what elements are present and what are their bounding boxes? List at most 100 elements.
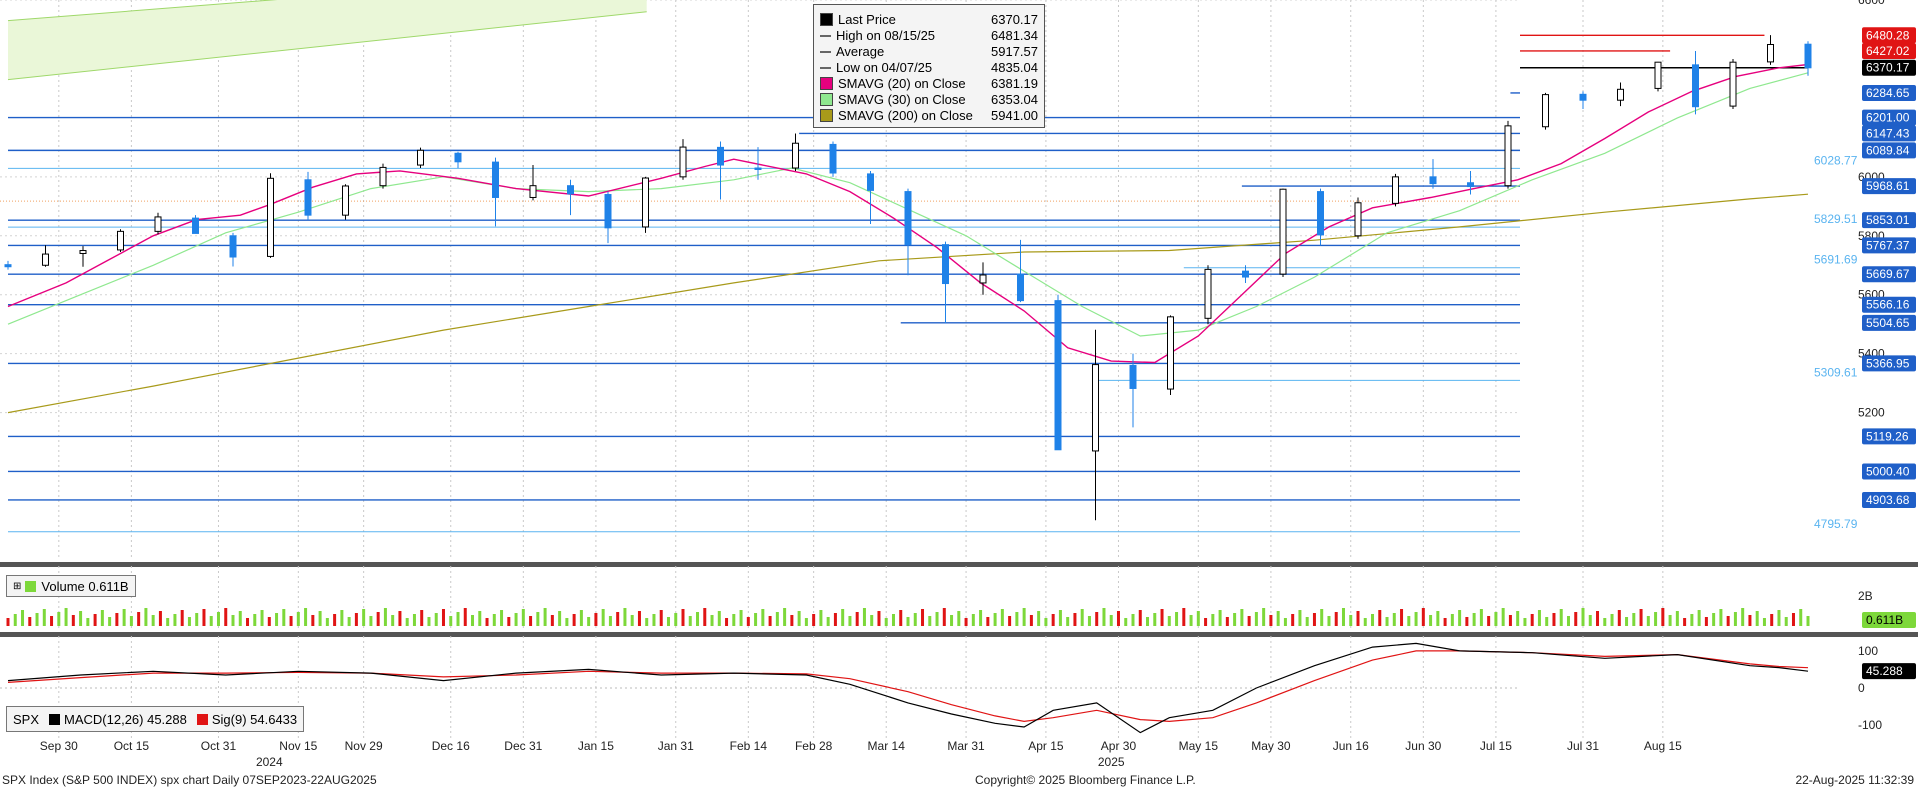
candle-body bbox=[754, 167, 762, 170]
volume-bar bbox=[826, 617, 830, 626]
volume-bar bbox=[129, 616, 133, 626]
volume-bar bbox=[768, 616, 772, 626]
x-tick-label: Jan 15 bbox=[578, 739, 614, 753]
level-label: 5119.26 bbox=[1866, 429, 1909, 443]
legend-swatch bbox=[820, 12, 833, 26]
x-tick-label: Jun 30 bbox=[1405, 739, 1441, 753]
volume-bar bbox=[1523, 618, 1527, 626]
volume-bar bbox=[1806, 616, 1810, 626]
volume-swatch bbox=[25, 580, 37, 592]
volume-bar bbox=[57, 612, 61, 626]
volume-bar bbox=[1146, 617, 1150, 626]
level-label: 5366.95 bbox=[1866, 356, 1910, 370]
volume-bar bbox=[260, 610, 264, 626]
volume-bar bbox=[1646, 616, 1650, 626]
volume-bar bbox=[1218, 610, 1222, 626]
macd-line bbox=[7, 642, 1809, 734]
volume-bar bbox=[1262, 608, 1266, 626]
level-box bbox=[1862, 27, 1916, 44]
candle-body bbox=[529, 185, 537, 198]
sma200-line bbox=[7, 193, 1809, 414]
volume-bar bbox=[311, 615, 315, 626]
level-label: 5669.67 bbox=[1866, 267, 1910, 281]
volume-bar bbox=[1182, 608, 1186, 626]
volume-bar bbox=[137, 612, 141, 626]
macd-label: MACD(12,26) 45.288 bbox=[64, 711, 187, 727]
volume-bar bbox=[463, 608, 467, 626]
level-label: 5767.37 bbox=[1866, 238, 1910, 252]
volume-bar bbox=[783, 608, 787, 626]
volume-bar bbox=[1341, 608, 1345, 626]
volume-tick-label: 2B bbox=[1858, 589, 1873, 603]
volume-bar bbox=[1087, 616, 1091, 626]
volume-bar bbox=[325, 618, 329, 626]
volume-bar bbox=[1516, 611, 1520, 626]
volume-bar bbox=[1138, 610, 1142, 626]
volume-bar bbox=[659, 610, 663, 626]
volume-bar bbox=[696, 612, 700, 626]
level-box bbox=[1862, 142, 1916, 159]
volume-bar bbox=[1791, 613, 1795, 626]
volume-bar bbox=[608, 616, 612, 626]
volume-bar bbox=[1559, 609, 1563, 626]
regression-channel-bottom bbox=[7, 11, 647, 81]
legend-label: Average bbox=[836, 43, 885, 59]
volume-bar bbox=[1378, 610, 1382, 626]
volume-bar bbox=[362, 609, 366, 626]
volume-bar bbox=[1385, 617, 1389, 626]
volume-bar bbox=[318, 611, 322, 626]
volume-bar bbox=[1095, 612, 1099, 626]
volume-bar bbox=[478, 611, 482, 626]
volume-bar bbox=[587, 617, 591, 626]
volume-bar bbox=[391, 615, 395, 626]
footer-center: Copyright© 2025 Bloomberg Finance L.P. bbox=[975, 773, 1196, 787]
volume-bar bbox=[529, 616, 533, 626]
level-box bbox=[1862, 237, 1916, 254]
volume-bar bbox=[449, 616, 453, 626]
volume-bar bbox=[6, 618, 10, 626]
volume-bar bbox=[1755, 611, 1759, 626]
candle-body bbox=[642, 177, 649, 228]
candle-body bbox=[417, 149, 424, 166]
x-tick-label: Jul 31 bbox=[1567, 739, 1599, 753]
volume-bar bbox=[1175, 612, 1179, 626]
volume-bar bbox=[1588, 615, 1592, 626]
level-box bbox=[1862, 463, 1916, 480]
volume-bar bbox=[492, 614, 496, 626]
legend-label: Low on 04/07/25 bbox=[836, 59, 933, 75]
x-tick-label: May 30 bbox=[1251, 739, 1291, 753]
volume-bar bbox=[1225, 617, 1229, 626]
candle-body bbox=[1092, 364, 1099, 452]
volume-bar bbox=[231, 615, 235, 626]
level-box bbox=[1862, 125, 1916, 142]
volume-bar bbox=[1581, 608, 1585, 626]
level-label: 4795.79 bbox=[1814, 517, 1858, 531]
candle-body bbox=[342, 185, 349, 216]
volume-bar bbox=[1073, 613, 1077, 626]
volume-bar bbox=[340, 610, 344, 626]
legend-value: 6481.34 bbox=[991, 27, 1038, 43]
volume-bar bbox=[122, 609, 126, 626]
volume-bar bbox=[674, 613, 678, 626]
volume-bar bbox=[1269, 615, 1273, 626]
volume-bar bbox=[1305, 617, 1309, 626]
volume-bar bbox=[1668, 615, 1672, 626]
volume-bar bbox=[572, 614, 576, 626]
level-box bbox=[1862, 314, 1916, 331]
volume-bar bbox=[521, 609, 525, 626]
x-tick-label: Nov 29 bbox=[345, 739, 383, 753]
volume-bar bbox=[1741, 608, 1745, 626]
volume-bar bbox=[688, 616, 692, 626]
legend-swatch bbox=[820, 67, 831, 69]
candle-body bbox=[1654, 61, 1662, 89]
candle-body bbox=[379, 166, 387, 187]
volume-bar bbox=[420, 610, 424, 626]
volume-bar bbox=[253, 614, 257, 626]
volume-bar bbox=[1276, 611, 1280, 626]
candle-body bbox=[4, 264, 12, 268]
macd-legend: SPX MACD(12,26) 45.288 Sig(9) 54.6433 bbox=[6, 706, 305, 732]
expand-icon[interactable]: ⊞ bbox=[13, 580, 22, 592]
volume-bar bbox=[1414, 612, 1418, 626]
volume-bar bbox=[884, 618, 888, 626]
